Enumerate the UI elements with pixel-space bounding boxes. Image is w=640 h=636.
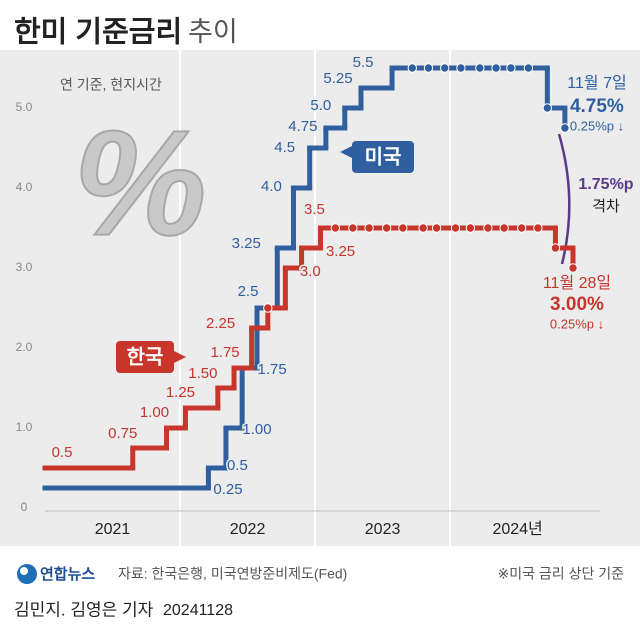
- point: [348, 223, 358, 233]
- legend-box: [352, 141, 414, 173]
- series: 0.25 0.5 1.00 1.75 2.5 3.25 4.0 4.5 4.75 5.0 5.255…: [42, 52, 625, 499]
- y-tick-label: 4.0: [16, 180, 33, 194]
- x-tick-label: 2023: [365, 521, 401, 538]
- point: [407, 63, 417, 73]
- value-label: 2.5: [238, 283, 259, 300]
- point: [475, 63, 485, 73]
- point: [330, 223, 341, 233]
- value-label: 2.25: [206, 315, 235, 332]
- point: [263, 303, 273, 313]
- x-tick-label: 2021: [95, 521, 131, 538]
- point: [491, 63, 501, 73]
- byline: 김민지. 김영은 기자: [14, 600, 154, 619]
- y-tick-label: 3.0: [16, 260, 33, 274]
- plot-background: [0, 50, 640, 546]
- value-label: 5.0: [310, 97, 331, 114]
- decoration: %: [73, 99, 206, 267]
- chart-title: 한미 기준금리: [14, 16, 182, 49]
- point: [499, 223, 509, 233]
- y-tick-label: 2.0: [16, 340, 33, 354]
- value-label: 0.25: [213, 481, 242, 498]
- unit-note: 연 기준, 현지시간: [60, 77, 162, 93]
- annotation: 0.25%p ↓: [570, 118, 624, 133]
- value-label: 0.5: [227, 457, 248, 474]
- point: [542, 103, 553, 113]
- annotation: 11월 28일: [543, 274, 611, 292]
- y-tick-label: 1.0: [16, 420, 33, 434]
- point: [431, 223, 442, 233]
- value-label: 1.75: [210, 344, 239, 361]
- point: [560, 123, 570, 133]
- value-label: 0.75: [108, 425, 137, 442]
- legend-pointer: [172, 350, 186, 364]
- value-label: 1.75: [258, 361, 287, 378]
- point: [364, 223, 374, 233]
- value-label: 4.75: [288, 118, 317, 135]
- logo-mark: [17, 564, 37, 584]
- annotation: 격차: [592, 198, 620, 215]
- legend-us: 미국: [340, 141, 414, 173]
- legend-label: 한국: [127, 345, 164, 368]
- value-label: 0.5: [52, 444, 73, 461]
- value-label: 3.25: [232, 235, 261, 252]
- point: [465, 223, 476, 233]
- legend-kr: 한국: [116, 341, 186, 373]
- annotation: 0.25%p ↓: [550, 316, 604, 331]
- value-label: 4.0: [261, 178, 282, 195]
- x-tick-label: 2024년: [492, 520, 542, 538]
- legend-box: [116, 341, 174, 373]
- value-label: 4.5: [274, 139, 295, 156]
- annotation: 11월 7일: [567, 74, 626, 92]
- source: 자료: 한국은행, 미국연방준비제도(Fed): [118, 566, 347, 582]
- point: [450, 223, 461, 233]
- value-label: 4.75%: [570, 96, 624, 117]
- logo-text: 연합뉴스: [40, 566, 95, 583]
- point: [398, 223, 408, 233]
- value-label: 3.0: [300, 263, 321, 280]
- value-label: 5.25: [323, 70, 352, 87]
- value-label: 3.25: [326, 243, 355, 260]
- logo-mark: [20, 567, 28, 575]
- value-label: 1.25: [166, 384, 195, 401]
- point: [506, 63, 516, 73]
- point: [483, 223, 493, 233]
- value-label: 5.5: [353, 54, 374, 71]
- value-label: 3.5: [304, 201, 325, 218]
- legend-pointer: [340, 146, 352, 158]
- point: [423, 63, 434, 73]
- y-tick-label: 5.0: [16, 100, 33, 114]
- value-label: 3.00%: [550, 294, 604, 315]
- point: [550, 243, 561, 253]
- annotation: 1.75%p: [578, 176, 633, 193]
- y-tick-label: 0: [21, 500, 28, 514]
- point: [516, 223, 527, 233]
- series: 0.50.751.001.251.501.752.253.03.253.53.0…: [42, 199, 606, 471]
- value-label: 1.00: [140, 404, 169, 421]
- point: [418, 223, 428, 233]
- point: [523, 63, 534, 73]
- point: [456, 63, 466, 73]
- legend-label: 미국: [365, 145, 402, 168]
- value-label: 1.50: [188, 365, 217, 382]
- point: [568, 263, 578, 273]
- point: [533, 223, 543, 233]
- value-label: 1.00: [242, 421, 271, 438]
- point: [381, 223, 392, 233]
- date-stamp: 20241128: [163, 602, 233, 619]
- x-tick-label: 2022: [230, 521, 266, 538]
- chart-subtitle: 추이: [188, 17, 238, 47]
- point: [440, 63, 450, 73]
- footnote: ※미국 금리 상단 기준: [498, 566, 625, 582]
